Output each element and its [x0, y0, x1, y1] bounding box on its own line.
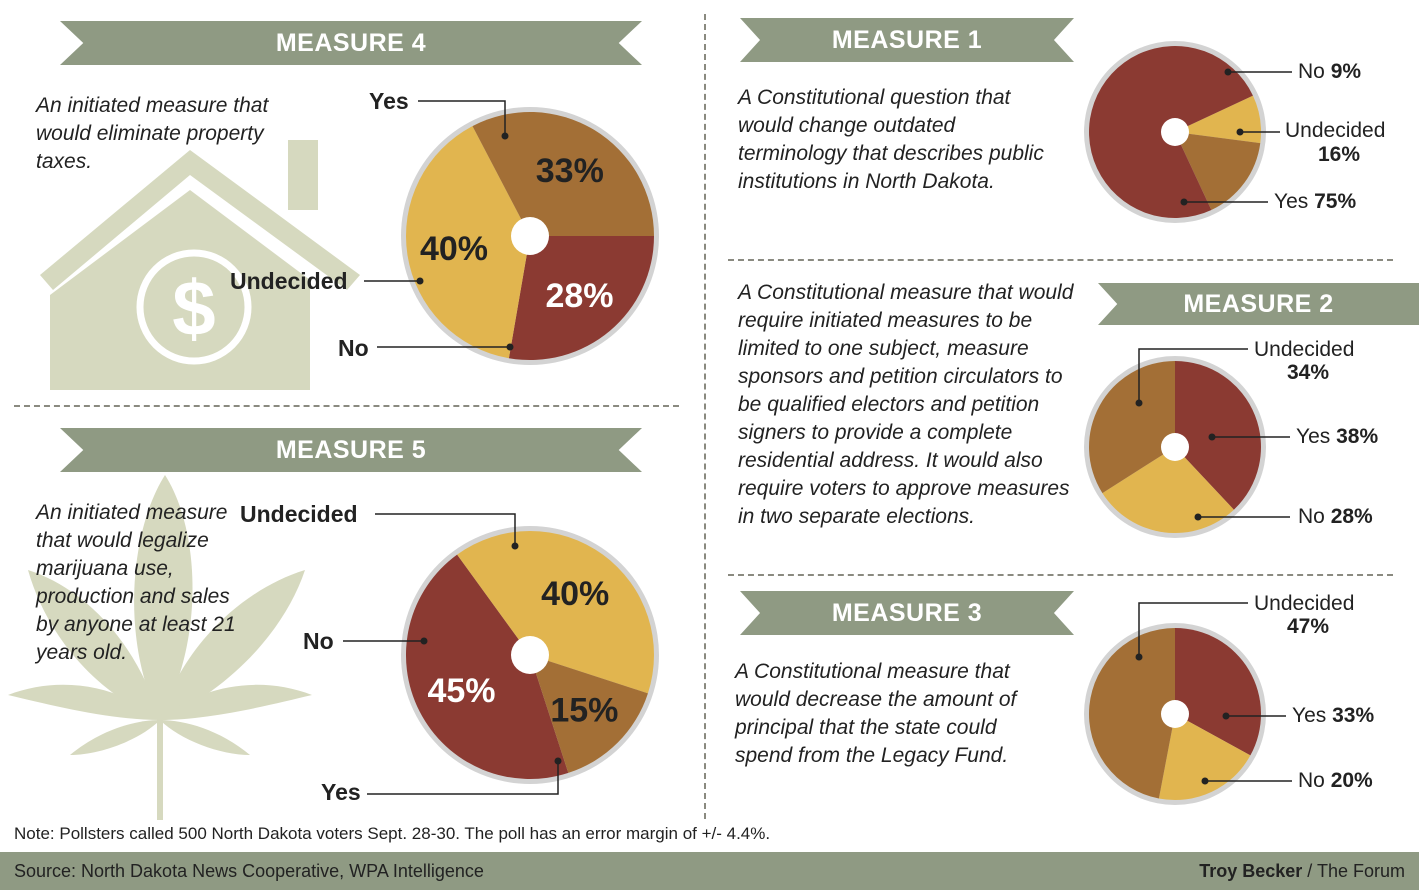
measure5-description: An initiated measure that would legalize…	[36, 501, 236, 664]
measure4-title: MEASURE 4	[60, 21, 642, 65]
measure5-slice-undecided	[530, 655, 648, 773]
measure5-pie-chart: 45% 40% 15%	[401, 526, 659, 784]
dollar-icon: $	[136, 249, 252, 365]
measure3-pie-center	[1161, 700, 1189, 728]
measure3-description: A Constitutional measure that would decr…	[735, 660, 1017, 767]
m1-undecided-label: Undecided	[1285, 119, 1386, 142]
measure4-slice-undecided	[472, 111, 654, 236]
measure1-description: A Constitutional question that would cha…	[738, 86, 1044, 193]
m3-no-label: No 20%	[1298, 769, 1373, 792]
svg-text:$: $	[172, 264, 215, 352]
m5-no-label: No	[303, 628, 334, 654]
measure5-slice-yes	[405, 554, 569, 780]
measure3-slice-yes	[1175, 628, 1261, 756]
m3-yes-label: Yes 33%	[1292, 704, 1375, 727]
measure4-value-yes: 28%	[545, 277, 613, 315]
credit-name: Troy Becker	[1199, 860, 1303, 881]
measure1-pie-center	[1161, 118, 1189, 146]
measure1-title: MEASURE 1	[740, 18, 1074, 62]
cannabis-leaf-icon	[8, 475, 312, 820]
measure2-pie-center	[1161, 433, 1189, 461]
m2-undecided-value: 34%	[1287, 361, 1330, 384]
m3-undecided-label: Undecided	[1254, 592, 1355, 615]
divider-left	[14, 405, 679, 407]
m5-undecided-label: Undecided	[240, 501, 358, 527]
m5-yes-label: Yes	[321, 779, 361, 805]
measure3-pie-chart	[1084, 623, 1266, 805]
measure1-pie-chart	[1084, 41, 1266, 223]
measure4-value-undecided: 33%	[536, 152, 604, 190]
house-icon: $	[40, 140, 360, 390]
measure4-description: An initiated measure that would eliminat…	[36, 94, 269, 173]
measure4-value-no: 40%	[420, 230, 488, 268]
measure3-title: MEASURE 3	[740, 591, 1074, 635]
m2-yes-label: Yes 38%	[1296, 425, 1379, 448]
measure2-pie-chart	[1084, 356, 1266, 538]
credit: Troy Becker / The Forum	[1199, 861, 1405, 882]
m4-no-label: No	[338, 335, 369, 361]
measure1-slice-undecided	[1175, 132, 1261, 210]
measure5-value-yes: 45%	[427, 672, 495, 710]
measure3-slice-undecided	[1088, 628, 1175, 799]
m2-undecided-label: Undecided	[1254, 338, 1355, 361]
m1-undecided-value: 16%	[1318, 143, 1361, 166]
m1-yes-label: Yes 75%	[1274, 190, 1357, 213]
measure3-slice-no	[1158, 714, 1251, 801]
measure4-slice-yes	[508, 236, 654, 361]
divider-right-1	[728, 259, 1393, 261]
m4-undecided-label: Undecided	[230, 268, 348, 294]
m3-undecided-value: 47%	[1287, 615, 1330, 638]
measure4-pie-center	[511, 217, 549, 255]
measure2-title: MEASURE 2	[1098, 283, 1419, 325]
source-text: Source: North Dakota News Cooperative, W…	[14, 860, 484, 881]
measure5-value-no: 40%	[541, 575, 609, 613]
poll-note: Note: Pollsters called 500 North Dakota …	[14, 824, 771, 843]
measure2-description: A Constitutional measure that would requ…	[738, 281, 1074, 528]
credit-org: / The Forum	[1302, 860, 1405, 881]
divider-center	[704, 14, 706, 819]
measure5-slice-no	[457, 530, 655, 694]
measure4-pie-chart: 28% 40% 33%	[401, 107, 659, 365]
divider-right-2	[728, 574, 1393, 576]
m2-no-label: No 28%	[1298, 505, 1373, 528]
m1-no-label: No 9%	[1298, 60, 1362, 83]
measure2-slice-no	[1102, 447, 1234, 533]
source-bar: Source: North Dakota News Cooperative, W…	[0, 852, 1419, 890]
m4-yes-label: Yes	[369, 88, 409, 114]
measure4-slice-no	[405, 126, 530, 359]
measure5-value-undecided: 15%	[550, 691, 618, 729]
measure5-title: MEASURE 5	[60, 428, 642, 472]
measure5-pie-center	[511, 636, 549, 674]
